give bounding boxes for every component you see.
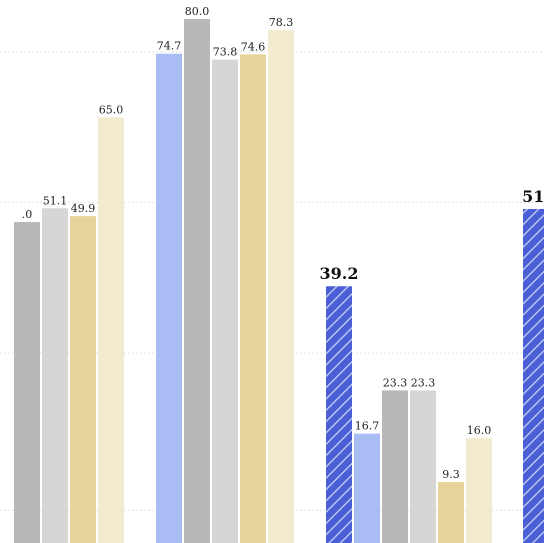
value-label-series-0-group-3: 51. xyxy=(522,187,544,206)
value-label-series-4-group-0: 49.9 xyxy=(71,202,96,215)
value-label-series-5-group-1: 78.3 xyxy=(269,16,294,29)
value-label-series-1-group-2: 16.7 xyxy=(355,420,380,433)
value-label-series-1-group-1: 74.7 xyxy=(157,40,182,53)
bar-series-2-group-2 xyxy=(382,390,408,543)
bar-series-5-group-2 xyxy=(466,438,492,543)
bar-series-2-group-1 xyxy=(184,19,210,543)
bar-series-1-group-1 xyxy=(156,53,182,543)
value-label-series-4-group-2: 9.3 xyxy=(442,468,460,481)
value-label-series-2-group-1: 80.0 xyxy=(185,5,210,18)
value-label-series-3-group-2: 23.3 xyxy=(411,376,436,389)
bars-group xyxy=(14,19,544,543)
bar-series-0-group-3 xyxy=(523,208,544,543)
value-label-series-4-group-1: 74.6 xyxy=(241,40,266,53)
value-label-series-2-group-2: 23.3 xyxy=(383,376,408,389)
value-label-series-0-group-2: 39.2 xyxy=(320,264,359,283)
bar-series-5-group-1 xyxy=(268,30,294,543)
bar-series-3-group-2 xyxy=(410,390,436,543)
bar-series-4-group-1 xyxy=(240,54,266,543)
bar-series-2-group-0 xyxy=(14,222,40,543)
value-label-series-3-group-0: 51.1 xyxy=(43,194,68,207)
bar-series-0-group-2 xyxy=(326,286,352,543)
bar-series-1-group-2 xyxy=(354,433,380,543)
bar-series-4-group-2 xyxy=(438,482,464,543)
bar-series-4-group-0 xyxy=(70,216,96,543)
bar-series-3-group-1 xyxy=(212,59,238,543)
bar-series-5-group-0 xyxy=(98,117,124,543)
bar-series-3-group-0 xyxy=(42,208,68,543)
value-label-series-5-group-2: 16.0 xyxy=(467,424,492,437)
value-label-series-3-group-1: 73.8 xyxy=(213,46,238,59)
value-label-series-2-group-0: .0 xyxy=(22,208,33,221)
value-labels: 39.2 51. 74.7 16.7 .0 80.0 23.3 51.1 73.8 23.3 49.… xyxy=(22,5,544,481)
value-label-series-5-group-0: 65.0 xyxy=(99,103,124,116)
